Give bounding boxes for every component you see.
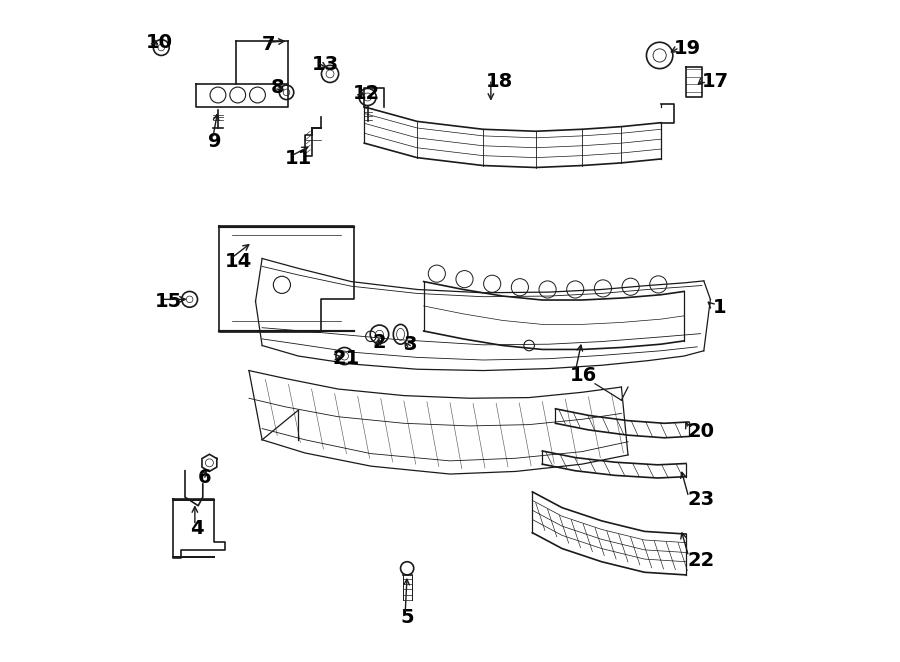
Text: 4: 4 xyxy=(190,519,203,538)
Text: 22: 22 xyxy=(688,551,715,570)
Text: 11: 11 xyxy=(285,149,312,167)
Text: 19: 19 xyxy=(674,39,701,58)
Text: 16: 16 xyxy=(570,366,598,385)
Text: 21: 21 xyxy=(333,349,360,368)
Text: 17: 17 xyxy=(702,72,729,91)
Text: 23: 23 xyxy=(688,490,715,508)
Text: 15: 15 xyxy=(155,292,182,311)
Text: 13: 13 xyxy=(311,54,338,73)
Text: 18: 18 xyxy=(486,72,514,91)
Text: 9: 9 xyxy=(208,132,221,151)
Text: 20: 20 xyxy=(688,422,715,441)
Text: 3: 3 xyxy=(404,335,418,354)
Text: 7: 7 xyxy=(262,34,275,54)
Text: 2: 2 xyxy=(373,334,386,352)
Text: 12: 12 xyxy=(353,84,380,103)
Text: 10: 10 xyxy=(146,32,173,52)
Text: 5: 5 xyxy=(400,608,414,628)
Text: 1: 1 xyxy=(713,299,726,317)
Text: 8: 8 xyxy=(271,77,284,97)
Text: 14: 14 xyxy=(224,252,252,271)
Text: 6: 6 xyxy=(198,468,212,487)
